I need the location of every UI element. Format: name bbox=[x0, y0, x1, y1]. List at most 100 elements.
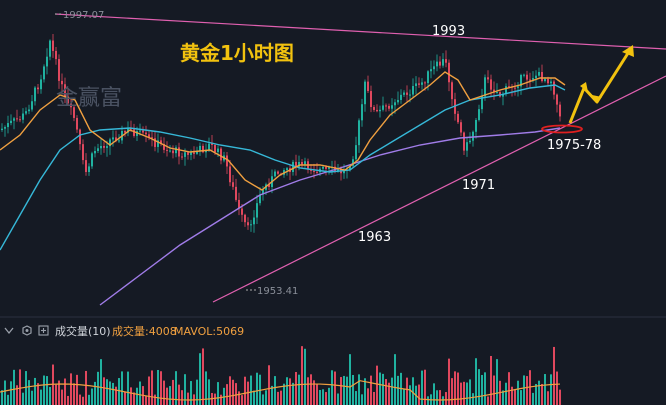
candle bbox=[355, 136, 357, 162]
volume-bar bbox=[64, 378, 66, 405]
support-ellipse bbox=[541, 124, 583, 134]
volume-bar bbox=[550, 374, 552, 405]
candle bbox=[517, 81, 519, 97]
collapse-icon[interactable] bbox=[4, 327, 14, 335]
candle bbox=[1, 123, 3, 132]
candle bbox=[232, 174, 234, 190]
volume-bar bbox=[442, 396, 444, 405]
candle bbox=[46, 48, 48, 75]
settings-icon[interactable] bbox=[22, 325, 32, 336]
volume-bar bbox=[418, 384, 420, 405]
volume-bar bbox=[535, 383, 537, 405]
volume-bar bbox=[217, 382, 219, 405]
candle bbox=[49, 39, 51, 61]
candle bbox=[55, 47, 57, 65]
volume-bar bbox=[514, 389, 516, 405]
candle bbox=[463, 131, 465, 155]
volume-bar bbox=[205, 371, 207, 405]
volume-bar bbox=[409, 385, 411, 405]
candle bbox=[478, 104, 480, 122]
volume-bar bbox=[526, 376, 528, 405]
volume-bar bbox=[484, 372, 486, 405]
volume-bar bbox=[364, 378, 366, 405]
moving-averages-layer bbox=[0, 71, 566, 306]
volume-bar bbox=[544, 374, 546, 405]
candle bbox=[430, 60, 432, 79]
volume-bar bbox=[232, 379, 234, 405]
volume-bar bbox=[190, 381, 192, 405]
volume-bar bbox=[460, 382, 462, 405]
candle bbox=[40, 74, 42, 94]
volume-bar bbox=[298, 374, 300, 405]
volume-bar bbox=[331, 370, 333, 405]
volume-bar bbox=[28, 380, 30, 405]
volume-bar bbox=[172, 379, 174, 405]
volume-bar bbox=[37, 383, 39, 405]
volume-indicator-name: 成交量(10) bbox=[55, 324, 111, 338]
forecast-arrow-head-3 bbox=[622, 45, 634, 57]
volume-bar bbox=[31, 390, 33, 405]
forecast-path bbox=[568, 49, 632, 124]
candle bbox=[406, 85, 408, 102]
volume-bar bbox=[241, 395, 243, 405]
volume-bar bbox=[139, 381, 141, 405]
volume-bar bbox=[199, 353, 201, 405]
volume-bar bbox=[4, 380, 6, 405]
volume-bar bbox=[391, 377, 393, 405]
volume-bar bbox=[214, 393, 216, 405]
volume-bar bbox=[49, 386, 51, 405]
volume-bar bbox=[403, 388, 405, 405]
volume-bar bbox=[373, 391, 375, 405]
volume-bar bbox=[475, 358, 477, 405]
volume-bar bbox=[85, 370, 87, 405]
volume-bar bbox=[118, 378, 120, 405]
candle bbox=[493, 81, 495, 100]
volume-bar bbox=[367, 388, 369, 405]
volume-bar bbox=[175, 371, 177, 405]
candle bbox=[157, 133, 159, 153]
volume-bar bbox=[154, 394, 156, 405]
candle bbox=[382, 96, 384, 112]
volume-bar bbox=[352, 374, 354, 405]
candle bbox=[61, 73, 63, 93]
volume-bar bbox=[502, 390, 504, 405]
mavol-line bbox=[0, 380, 561, 401]
volume-bar bbox=[412, 377, 414, 405]
candle bbox=[475, 118, 477, 139]
candle bbox=[415, 76, 417, 95]
volume-bar bbox=[100, 359, 102, 405]
volume-bar bbox=[334, 371, 336, 405]
candle bbox=[412, 78, 414, 98]
volume-bar bbox=[40, 389, 42, 405]
volume-bar bbox=[493, 375, 495, 405]
candle bbox=[403, 90, 405, 97]
candle bbox=[481, 88, 483, 114]
volume-bar bbox=[262, 394, 264, 405]
volume-bar bbox=[448, 358, 450, 405]
volume-bar bbox=[70, 373, 72, 405]
candle bbox=[274, 169, 276, 178]
level-label-1971: 1971 bbox=[462, 178, 495, 193]
volume-bar bbox=[445, 392, 447, 405]
volume-bar bbox=[238, 391, 240, 405]
volume-bar bbox=[256, 372, 258, 405]
volume-bar bbox=[22, 392, 24, 405]
volume-bar bbox=[340, 377, 342, 405]
volume-bar bbox=[358, 374, 360, 405]
volume-bar bbox=[457, 372, 459, 405]
candle bbox=[25, 107, 27, 116]
candle bbox=[34, 86, 36, 106]
forecast-arrow-head-1 bbox=[580, 82, 588, 92]
candle bbox=[559, 101, 561, 122]
volume-bar bbox=[82, 396, 84, 405]
ma-fast-line bbox=[0, 71, 566, 191]
volume-bar bbox=[19, 369, 21, 405]
candle bbox=[400, 89, 402, 104]
candle bbox=[4, 125, 6, 137]
add-indicator-icon[interactable] bbox=[38, 325, 49, 336]
candle bbox=[97, 143, 99, 153]
volume-bar bbox=[160, 371, 162, 405]
volume-bar bbox=[496, 359, 498, 405]
